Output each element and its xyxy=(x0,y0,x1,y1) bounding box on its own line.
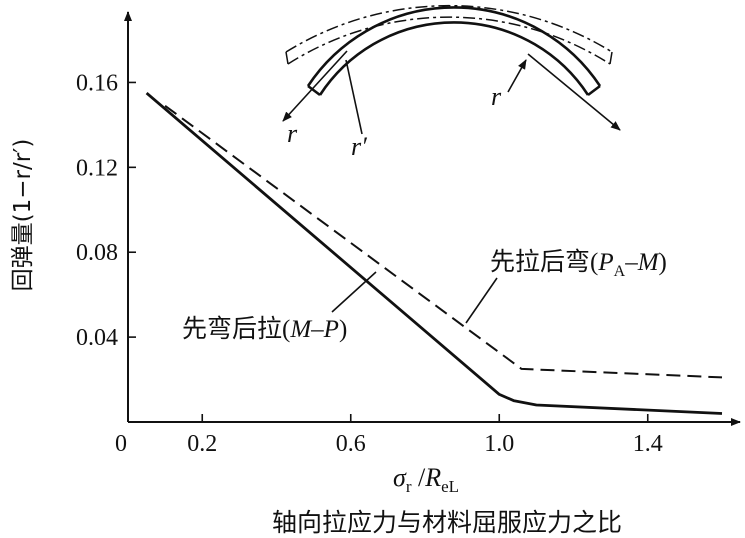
inset-bent-strip-outer xyxy=(306,6,602,87)
inset-bent-end-left xyxy=(307,84,321,97)
x-ticks: 0.2 0.6 1.0 1.4 xyxy=(187,414,663,457)
inset-bent-end-right xyxy=(587,84,601,97)
inset-springback-end-right xyxy=(609,51,613,65)
series-layer xyxy=(145,92,723,415)
inset-springback-strip-inner xyxy=(287,16,611,65)
series-line-dashed xyxy=(164,104,723,379)
y-tick-label: 0.16 xyxy=(76,70,118,96)
x-axis-symbol-label: σr /ReL xyxy=(393,463,459,496)
dashed-series-label: 先拉后弯(PA–M) xyxy=(490,247,667,280)
x-tick-label: 0.6 xyxy=(336,431,366,457)
dashed-series-leader xyxy=(465,277,498,324)
inset-rprime-leader xyxy=(345,59,363,135)
x-axis-caption: 轴向拉应力与材料屈服应力之比 xyxy=(272,508,622,537)
inset-bending-diagram: r r′ r xyxy=(282,4,621,161)
inset-label-r-right: r xyxy=(491,82,502,111)
inset-arrow-left-r xyxy=(282,50,348,122)
inset-arrow-right-r xyxy=(527,53,621,131)
inset-label-r-prime: r′ xyxy=(351,132,367,161)
y-tick-label: 0.08 xyxy=(76,240,118,266)
inset-bent-strip-inner xyxy=(318,21,590,96)
inset-label-r-left: r xyxy=(287,119,298,148)
inset-springback-end-left xyxy=(285,51,289,65)
inset-springback-strip xyxy=(285,4,613,53)
y-ticks: 0.04 0.08 0.12 0.16 xyxy=(76,70,136,351)
x-tick-label: 1.4 xyxy=(633,431,663,457)
svg-text:回弹量(1−r/r′): 回弹量(1−r/r′) xyxy=(10,139,36,292)
inset-arrow-r-label xyxy=(507,59,527,93)
y-tick-label: 0.12 xyxy=(76,155,118,181)
origin-label: 0 xyxy=(115,431,127,457)
y-axis-title: 回弹量(1−r/r′) xyxy=(10,139,36,292)
x-tick-label: 1.0 xyxy=(484,431,514,457)
y-tick-label: 0.04 xyxy=(76,325,118,351)
solid-series-label: 先弯后拉(M–P) xyxy=(182,314,347,343)
series-line-solid xyxy=(145,92,723,415)
x-tick-label: 0.2 xyxy=(187,431,217,457)
solid-series-leader xyxy=(331,271,377,313)
